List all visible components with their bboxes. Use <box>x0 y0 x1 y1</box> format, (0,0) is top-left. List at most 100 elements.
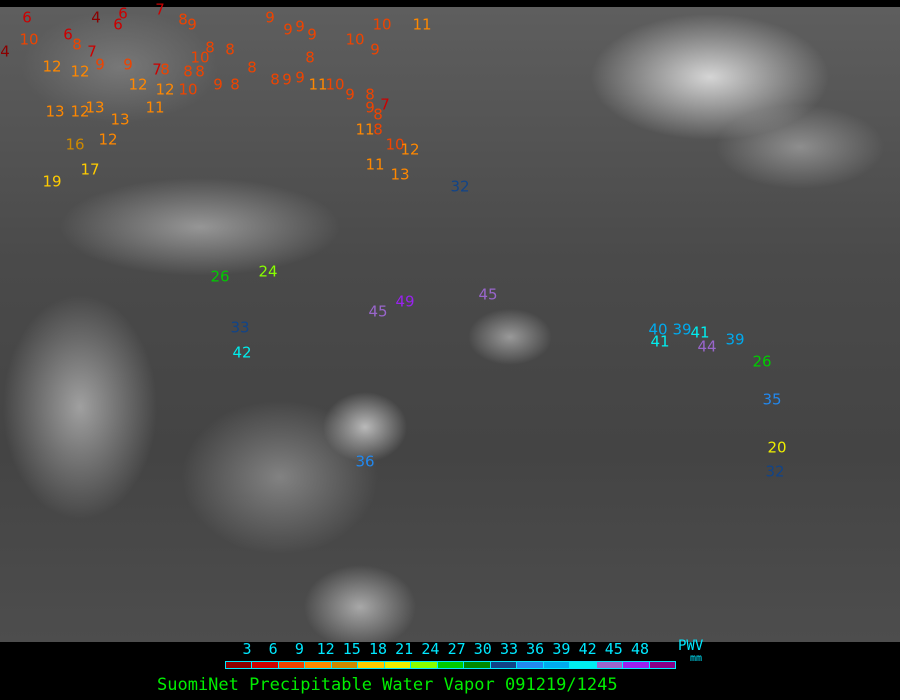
station-value: 9 <box>213 75 223 94</box>
station-value: 32 <box>450 177 470 196</box>
satellite-image <box>0 7 900 642</box>
station-value: 8 <box>183 62 193 81</box>
station-value: 26 <box>210 267 230 286</box>
legend-tick: 6 <box>268 640 278 658</box>
station-value: 9 <box>345 85 355 104</box>
station-value: 8 <box>225 40 235 59</box>
station-value: 19 <box>42 172 62 191</box>
legend-swatch <box>384 662 412 668</box>
station-value: 13 <box>45 102 65 121</box>
state-borders <box>40 20 184 65</box>
station-value: 6 <box>118 4 128 23</box>
central-america-pacific-line <box>0 360 420 635</box>
station-value: 8 <box>373 105 383 124</box>
station-value: 10 <box>190 48 210 67</box>
station-value: 10 <box>345 30 365 49</box>
station-value: 49 <box>395 292 415 311</box>
station-value: 13 <box>390 165 410 184</box>
legend-tick: 9 <box>294 640 304 658</box>
legend-tick: 33 <box>499 640 519 658</box>
station-value: 44 <box>697 337 717 356</box>
station-value: 7 <box>87 42 97 61</box>
station-value: 13 <box>85 98 105 117</box>
station-value: 33 <box>230 318 250 337</box>
station-value: 9 <box>295 17 305 36</box>
station-value: 9 <box>370 40 380 59</box>
station-value: 8 <box>365 85 375 104</box>
station-value: 11 <box>145 98 165 117</box>
station-value: 45 <box>478 285 498 304</box>
legend-tick: 45 <box>604 640 623 658</box>
legend-swatch <box>570 662 597 668</box>
legend-swatch <box>543 662 571 668</box>
station-value: 16 <box>65 135 85 154</box>
station-value: 6 <box>22 8 32 27</box>
station-value: 10 <box>19 30 39 49</box>
legend-tick: 24 <box>421 640 440 658</box>
station-value: 39 <box>672 320 692 339</box>
station-value: 8 <box>373 120 383 139</box>
station-value: 39 <box>725 330 745 349</box>
station-value: 7 <box>155 0 165 19</box>
station-value: 9 <box>365 98 375 117</box>
legend-swatch <box>411 662 438 668</box>
station-value: 8 <box>270 70 280 89</box>
legend-tick: 27 <box>447 640 466 658</box>
station-value: 9 <box>187 15 197 34</box>
legend-tick: 12 <box>316 640 335 658</box>
station-value: 32 <box>765 462 785 481</box>
station-value: 12 <box>42 57 62 76</box>
station-value: 8 <box>247 58 257 77</box>
station-value: 9 <box>95 55 105 74</box>
legend-tick: 21 <box>395 640 414 658</box>
station-value: 36 <box>355 452 375 471</box>
legend-swatch <box>623 662 650 668</box>
station-value: 10 <box>372 15 392 34</box>
legend-unit-sub: mm <box>690 653 703 664</box>
station-value: 10 <box>178 80 198 99</box>
station-value: 7 <box>380 95 390 114</box>
legend-swatch <box>252 662 279 668</box>
station-value: 41 <box>690 323 710 342</box>
legend-swatch <box>596 662 624 668</box>
legend-tick: 42 <box>578 640 597 658</box>
station-value: 9 <box>265 8 275 27</box>
legend-unit-label: PWV <box>678 638 704 654</box>
station-value: 8 <box>160 60 170 79</box>
station-value: 42 <box>232 343 252 362</box>
legend-tick: 36 <box>526 640 545 658</box>
station-value: 20 <box>767 438 787 457</box>
legend-color-bar <box>225 661 676 669</box>
legend-swatch <box>278 662 306 668</box>
legend-tick: 18 <box>368 640 388 658</box>
station-value: 12 <box>155 80 175 99</box>
station-value: 45 <box>368 302 388 321</box>
station-value: 8 <box>305 48 315 67</box>
station-value: 24 <box>258 262 278 281</box>
station-value: 8 <box>205 38 215 57</box>
station-value: 9 <box>295 68 305 87</box>
station-value: 40 <box>648 320 668 339</box>
station-value: 12 <box>98 130 118 149</box>
station-value: 11 <box>365 155 385 174</box>
legend-tick: 48 <box>630 640 650 658</box>
legend-tick: 3 <box>242 640 252 658</box>
legend-swatch <box>305 662 332 668</box>
legend-swatch <box>490 662 518 668</box>
legend-tick: 39 <box>552 640 571 658</box>
hispaniola-line <box>535 295 630 335</box>
map-title: SuomiNet Precipitable Water Vapor 091219… <box>157 675 618 695</box>
station-value: 9 <box>283 20 293 39</box>
station-value: 17 <box>80 160 100 179</box>
station-value: 9 <box>282 70 292 89</box>
station-value: 41 <box>650 332 670 351</box>
station-value: 6 <box>63 25 73 44</box>
station-value: 35 <box>762 390 782 409</box>
station-value: 12 <box>400 140 420 159</box>
legend-swatch <box>464 662 491 668</box>
legend-swatch <box>649 662 675 668</box>
legend-tick: 15 <box>342 640 361 658</box>
station-value: 8 <box>195 62 205 81</box>
